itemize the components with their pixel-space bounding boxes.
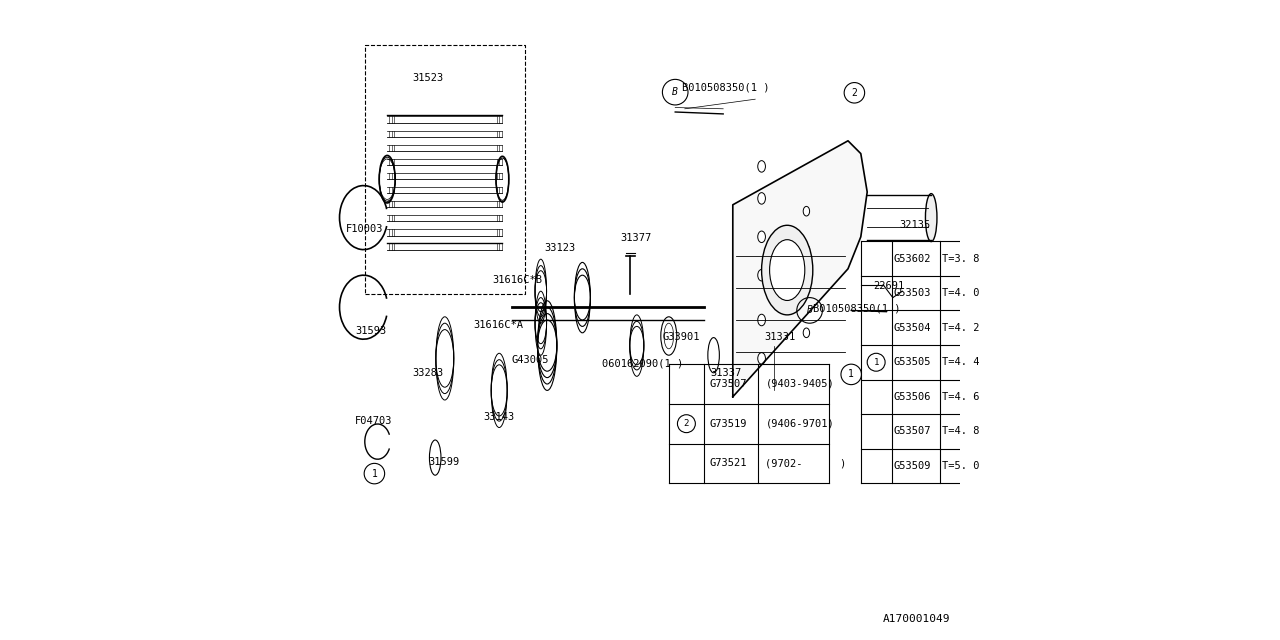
Ellipse shape [758,193,765,204]
Text: B: B [806,305,813,316]
Ellipse shape [758,314,765,326]
Text: 33123: 33123 [544,243,575,253]
Text: G53505: G53505 [893,357,932,367]
Text: (9406-9701): (9406-9701) [765,419,835,429]
Text: 31523: 31523 [412,73,444,83]
Ellipse shape [769,240,805,301]
Text: 31331: 31331 [765,332,796,342]
Text: G33901: G33901 [663,332,700,342]
Polygon shape [732,141,868,397]
Text: 1: 1 [873,358,879,367]
Ellipse shape [758,161,765,172]
Ellipse shape [758,231,765,243]
Ellipse shape [804,245,810,255]
Text: 2: 2 [684,419,689,428]
Text: 31337: 31337 [710,367,741,378]
Text: F04703: F04703 [356,415,393,426]
Ellipse shape [804,283,810,293]
Ellipse shape [804,206,810,216]
Text: 33143: 33143 [484,412,515,422]
Text: F10003: F10003 [346,223,383,234]
Ellipse shape [758,353,765,364]
Text: B010508350(1 ): B010508350(1 ) [813,303,900,314]
Text: G73507: G73507 [709,379,748,389]
Ellipse shape [925,194,937,242]
Text: 31593: 31593 [356,326,387,336]
Text: G73521: G73521 [709,458,748,468]
Text: 22691: 22691 [874,281,905,291]
Ellipse shape [762,225,813,315]
Text: 31616C*B: 31616C*B [493,275,543,285]
Text: 1: 1 [371,468,378,479]
Text: 1: 1 [849,369,854,380]
Text: G43005: G43005 [512,355,549,365]
Text: (9702-      ): (9702- ) [765,458,846,468]
Text: 31616C*A: 31616C*A [474,319,524,330]
Text: 2: 2 [851,88,858,98]
Text: G53503: G53503 [893,288,932,298]
Text: 060162090(1 ): 060162090(1 ) [602,358,682,368]
Text: T=4. 8: T=4. 8 [942,426,979,436]
Text: G53507: G53507 [893,426,932,436]
Text: G53602: G53602 [893,253,932,264]
Text: 33283: 33283 [412,367,444,378]
Ellipse shape [758,269,765,281]
Text: G53506: G53506 [893,392,932,402]
Text: (9403-9405): (9403-9405) [765,379,835,389]
Text: B: B [672,87,678,97]
Text: A170001049: A170001049 [883,614,950,624]
Text: T=3. 8: T=3. 8 [942,253,979,264]
Text: 32135: 32135 [900,220,931,230]
Text: 31599: 31599 [429,457,460,467]
Text: T=4. 4: T=4. 4 [942,357,979,367]
Text: 31377: 31377 [621,233,652,243]
Text: G53509: G53509 [893,461,932,471]
Text: G53504: G53504 [893,323,932,333]
Text: T=4. 6: T=4. 6 [942,392,979,402]
Text: B010508350(1 ): B010508350(1 ) [681,83,769,93]
Text: T=5. 0: T=5. 0 [942,461,979,471]
Text: T=4. 2: T=4. 2 [942,323,979,333]
Text: G73519: G73519 [709,419,748,429]
Ellipse shape [804,328,810,338]
Text: T=4. 0: T=4. 0 [942,288,979,298]
